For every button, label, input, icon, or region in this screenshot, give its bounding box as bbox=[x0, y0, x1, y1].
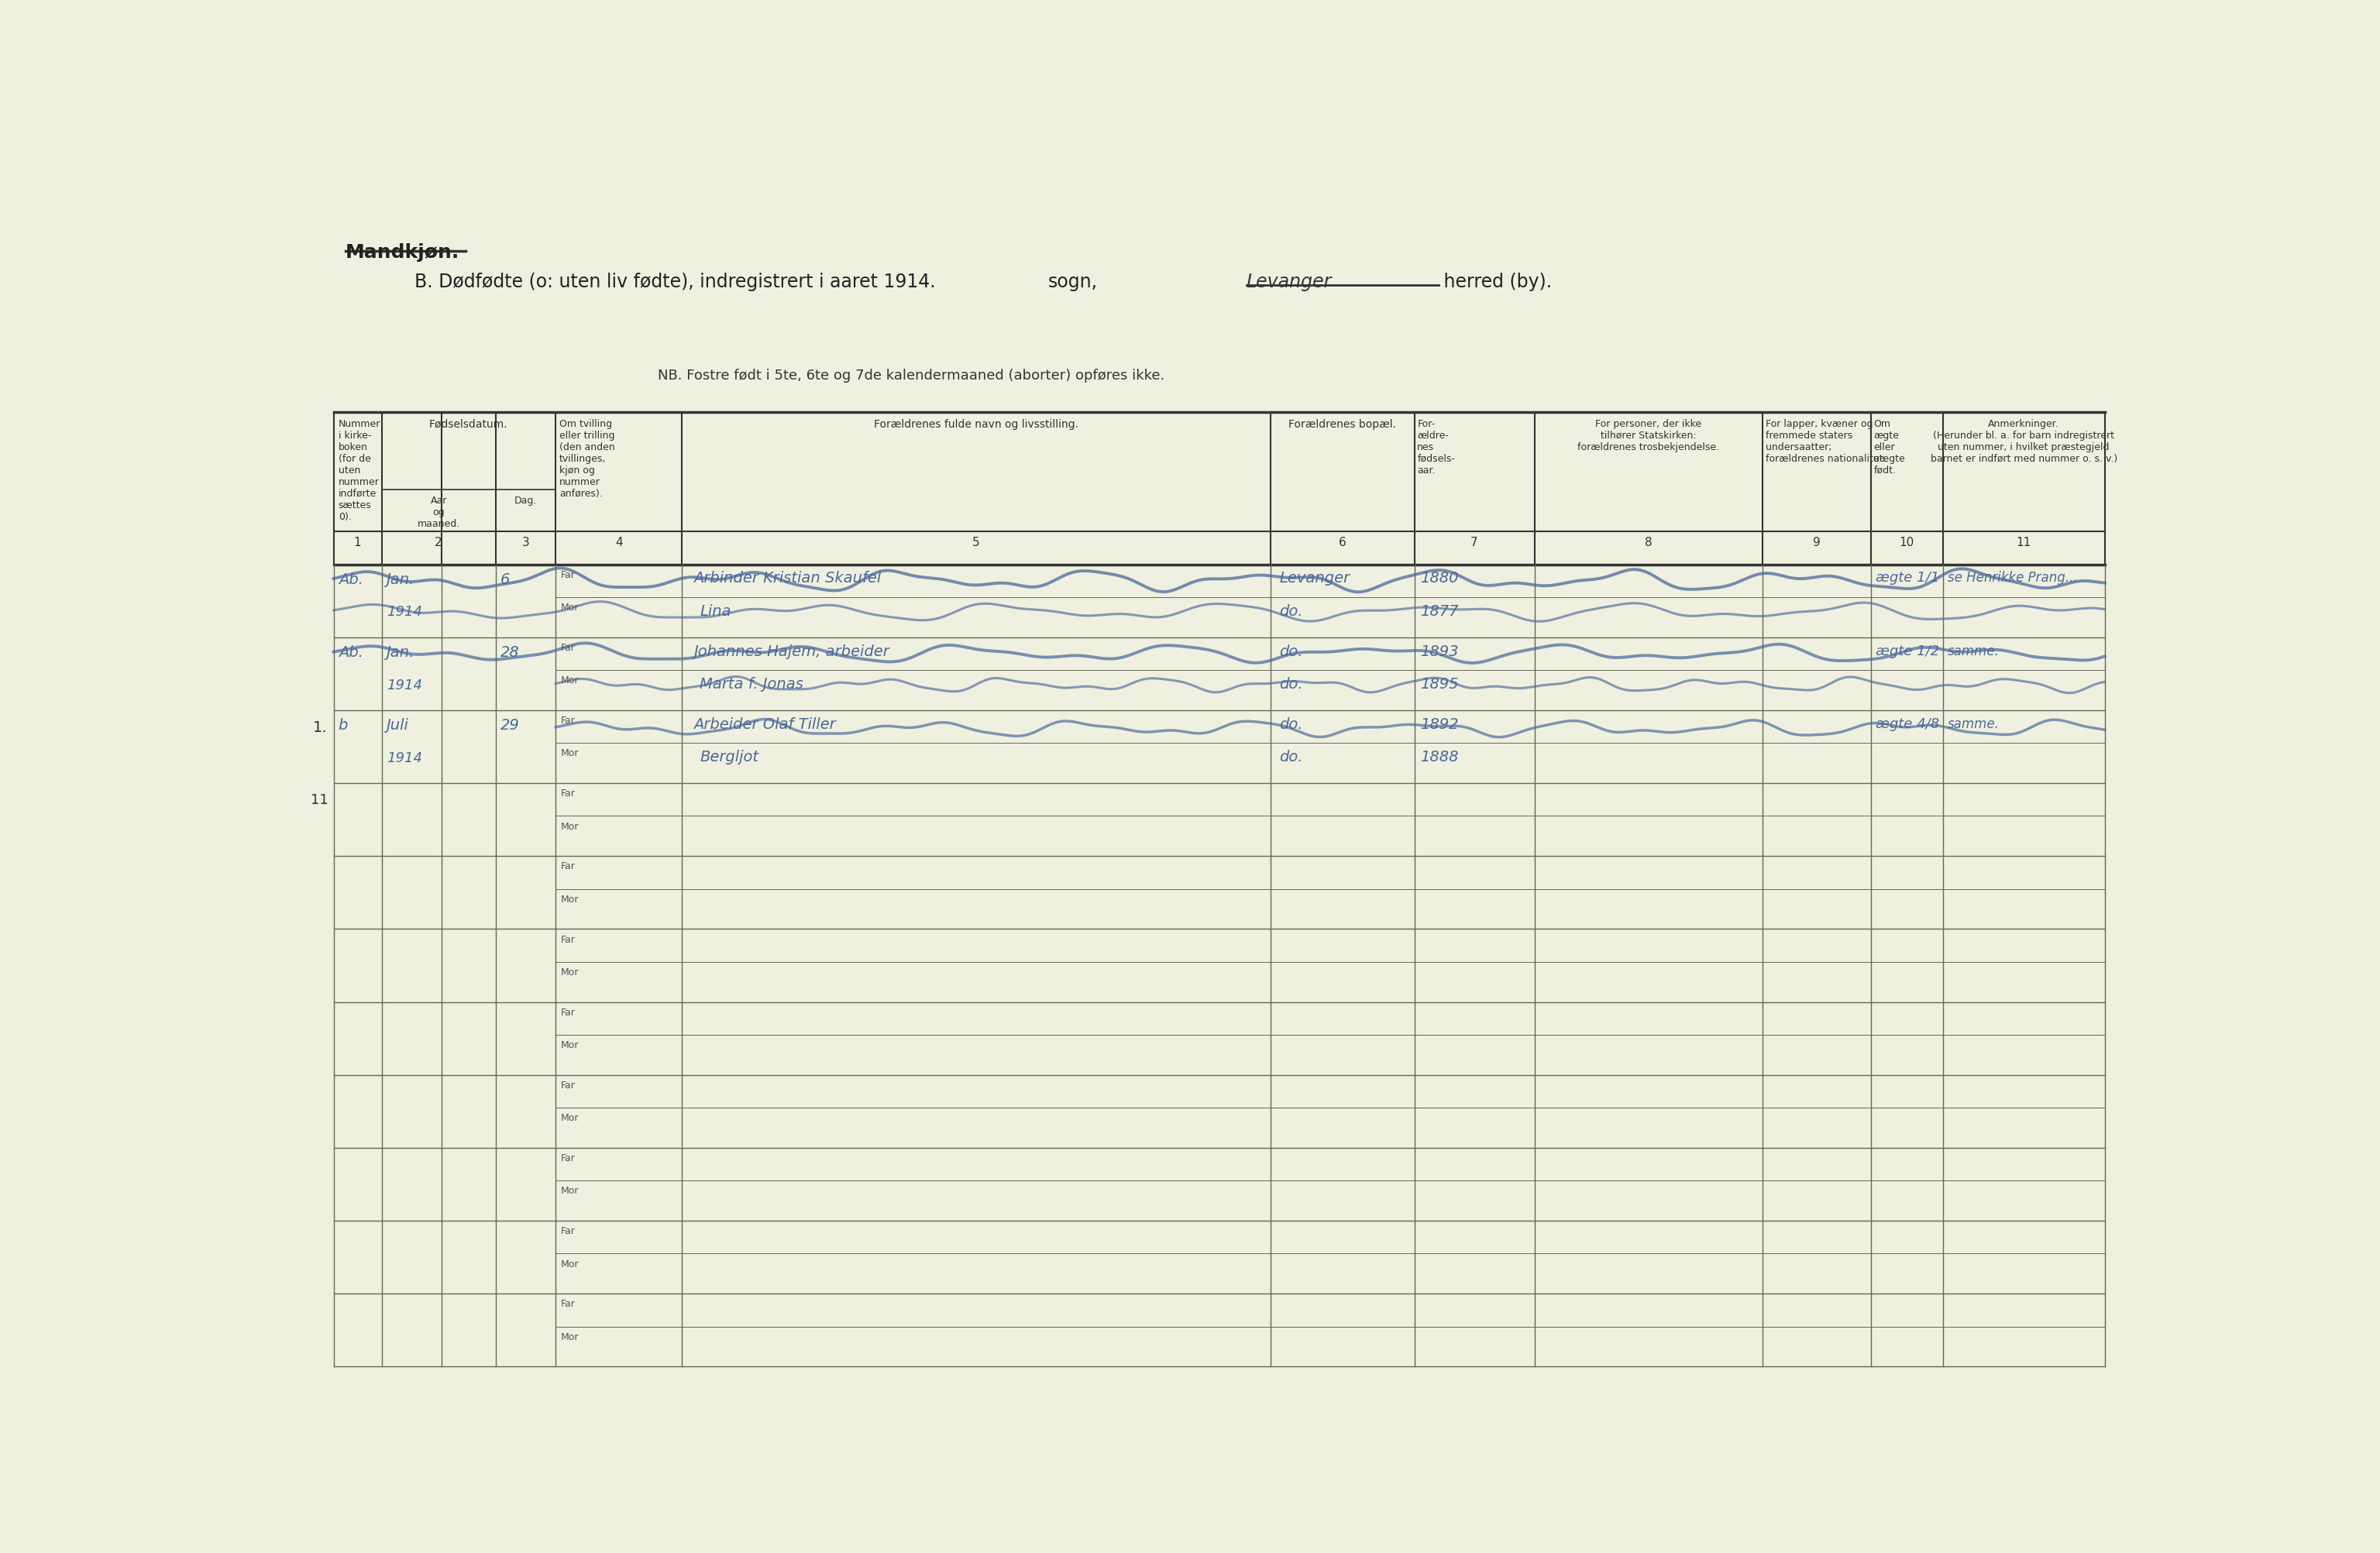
Text: 1888: 1888 bbox=[1421, 750, 1459, 764]
Text: Far: Far bbox=[559, 933, 576, 944]
Text: Forældrenes bopæl.: Forældrenes bopæl. bbox=[1288, 419, 1397, 430]
Text: For lapper, kvæner og
fremmede staters
undersaatter;
forældrenes nationalitet.: For lapper, kvæner og fremmede staters u… bbox=[1766, 419, 1885, 464]
Text: do.: do. bbox=[1278, 604, 1302, 618]
Text: herred (by).: herred (by). bbox=[1438, 273, 1552, 292]
Text: Far: Far bbox=[559, 789, 576, 798]
Text: Far: Far bbox=[559, 1079, 576, 1090]
Text: Mor: Mor bbox=[559, 1041, 578, 1050]
Text: Bergljot: Bergljot bbox=[700, 750, 759, 764]
Text: For personer, der ikke
tilhører Statskirken:
forældrenes trosbekjendelse.: For personer, der ikke tilhører Statskir… bbox=[1578, 419, 1718, 452]
Text: Ab.: Ab. bbox=[338, 644, 364, 660]
Text: 11: 11 bbox=[2016, 537, 2030, 548]
Text: Arbeider Olaf Tiller: Arbeider Olaf Tiller bbox=[695, 716, 835, 731]
Text: Mor: Mor bbox=[559, 603, 578, 612]
Text: Aar
og
maaned.: Aar og maaned. bbox=[416, 495, 459, 528]
Text: Levanger: Levanger bbox=[1278, 572, 1349, 585]
Text: 1880: 1880 bbox=[1421, 572, 1459, 585]
Text: Marta f. Jonas: Marta f. Jonas bbox=[700, 677, 804, 691]
Text: 9: 9 bbox=[1814, 537, 1821, 548]
Text: samme.: samme. bbox=[1947, 716, 1999, 730]
Text: do.: do. bbox=[1278, 677, 1302, 691]
Text: ægte 4/8: ægte 4/8 bbox=[1875, 716, 1940, 730]
Text: 1892: 1892 bbox=[1421, 716, 1459, 731]
Text: b: b bbox=[338, 717, 347, 733]
Text: Mor: Mor bbox=[559, 1258, 578, 1269]
Text: ægte 1/2: ægte 1/2 bbox=[1875, 644, 1940, 657]
Text: Nummer
i kirke-
boken
(for de
uten
nummer
indførte
sættes
0).: Nummer i kirke- boken (for de uten numme… bbox=[338, 419, 381, 522]
Text: Jan.: Jan. bbox=[386, 644, 414, 660]
Text: samme.: samme. bbox=[1947, 644, 1999, 657]
Text: Mandkjøn.: Mandkjøn. bbox=[345, 242, 459, 261]
Text: sogn,: sogn, bbox=[1047, 273, 1097, 292]
Text: 1914: 1914 bbox=[386, 606, 421, 620]
Text: Ab.: Ab. bbox=[338, 572, 364, 587]
Text: For-
ældre-
nes
fødsels-
aar.: For- ældre- nes fødsels- aar. bbox=[1416, 419, 1454, 475]
Text: Lina: Lina bbox=[700, 604, 731, 618]
Text: Far: Far bbox=[559, 1152, 576, 1163]
Text: B. Dødfødte (o: uten liv fødte), indregistrert i aaret 1914.: B. Dødfødte (o: uten liv fødte), indregi… bbox=[414, 273, 935, 292]
Text: Mor: Mor bbox=[559, 822, 578, 831]
Text: do.: do. bbox=[1278, 716, 1302, 731]
Text: Jan.: Jan. bbox=[386, 572, 414, 587]
Text: 1895: 1895 bbox=[1421, 677, 1459, 691]
Text: 2: 2 bbox=[436, 537, 443, 548]
Text: 1893: 1893 bbox=[1421, 644, 1459, 658]
Text: 5: 5 bbox=[973, 537, 981, 548]
Text: 1: 1 bbox=[355, 537, 362, 548]
Text: Levanger: Levanger bbox=[1247, 273, 1333, 292]
Text: Dag.: Dag. bbox=[514, 495, 538, 505]
Text: 6: 6 bbox=[500, 572, 509, 587]
Text: 6: 6 bbox=[1338, 537, 1347, 548]
Text: 29: 29 bbox=[500, 717, 519, 733]
Text: Anmerkninger.
(Herunder bl. a. for barn indregistrert
uten nummer, i hvilket præ: Anmerkninger. (Herunder bl. a. for barn … bbox=[1930, 419, 2118, 464]
Text: Mor: Mor bbox=[559, 749, 578, 758]
Text: Forældrenes fulde navn og livsstilling.: Forældrenes fulde navn og livsstilling. bbox=[873, 419, 1078, 430]
Text: Om
ægte
eller
uægte
født.: Om ægte eller uægte født. bbox=[1873, 419, 1904, 475]
Text: Far: Far bbox=[559, 643, 576, 652]
Text: 3: 3 bbox=[521, 537, 528, 548]
Text: se Henrikke Prang...: se Henrikke Prang... bbox=[1947, 572, 2078, 585]
Text: NB. Fostre født i 5te, 6te og 7de kalendermaaned (aborter) opføres ikke.: NB. Fostre født i 5te, 6te og 7de kalend… bbox=[657, 368, 1164, 382]
Text: 28: 28 bbox=[500, 644, 519, 660]
Text: Mor: Mor bbox=[559, 1331, 578, 1342]
Text: Mor: Mor bbox=[559, 1185, 578, 1196]
Text: 1914: 1914 bbox=[386, 677, 421, 691]
Text: Mor: Mor bbox=[559, 968, 578, 977]
Text: 11: 11 bbox=[312, 792, 328, 806]
Text: ægte 1/1: ægte 1/1 bbox=[1875, 572, 1940, 585]
Text: Juli: Juli bbox=[386, 717, 409, 733]
Text: Fødselsdatum.: Fødselsdatum. bbox=[428, 419, 507, 430]
Text: do.: do. bbox=[1278, 750, 1302, 764]
Text: 4: 4 bbox=[614, 537, 624, 548]
Text: Far: Far bbox=[559, 1225, 576, 1236]
Text: Far: Far bbox=[559, 570, 576, 579]
Text: Johannes Hajem, arbeider: Johannes Hajem, arbeider bbox=[695, 644, 890, 658]
Text: Far: Far bbox=[559, 716, 576, 725]
Text: Far: Far bbox=[559, 1298, 576, 1309]
Text: 7: 7 bbox=[1471, 537, 1478, 548]
Text: Arbinder Kristian Skaufel: Arbinder Kristian Skaufel bbox=[695, 572, 881, 585]
Text: Mor: Mor bbox=[559, 676, 578, 685]
Text: Mor: Mor bbox=[559, 1112, 578, 1123]
Text: 1914: 1914 bbox=[386, 750, 421, 764]
Text: do.: do. bbox=[1278, 644, 1302, 658]
Text: 1877: 1877 bbox=[1421, 604, 1459, 618]
Text: Mor: Mor bbox=[559, 895, 578, 904]
Text: 10: 10 bbox=[1899, 537, 1914, 548]
Text: Far: Far bbox=[559, 862, 576, 871]
Text: 8: 8 bbox=[1645, 537, 1652, 548]
Text: Far: Far bbox=[559, 1006, 576, 1017]
Text: Om tvilling
eller trilling
(den anden
tvillinges,
kjøn og
nummer
anføres).: Om tvilling eller trilling (den anden tv… bbox=[559, 419, 614, 499]
Text: 1.: 1. bbox=[312, 719, 326, 735]
